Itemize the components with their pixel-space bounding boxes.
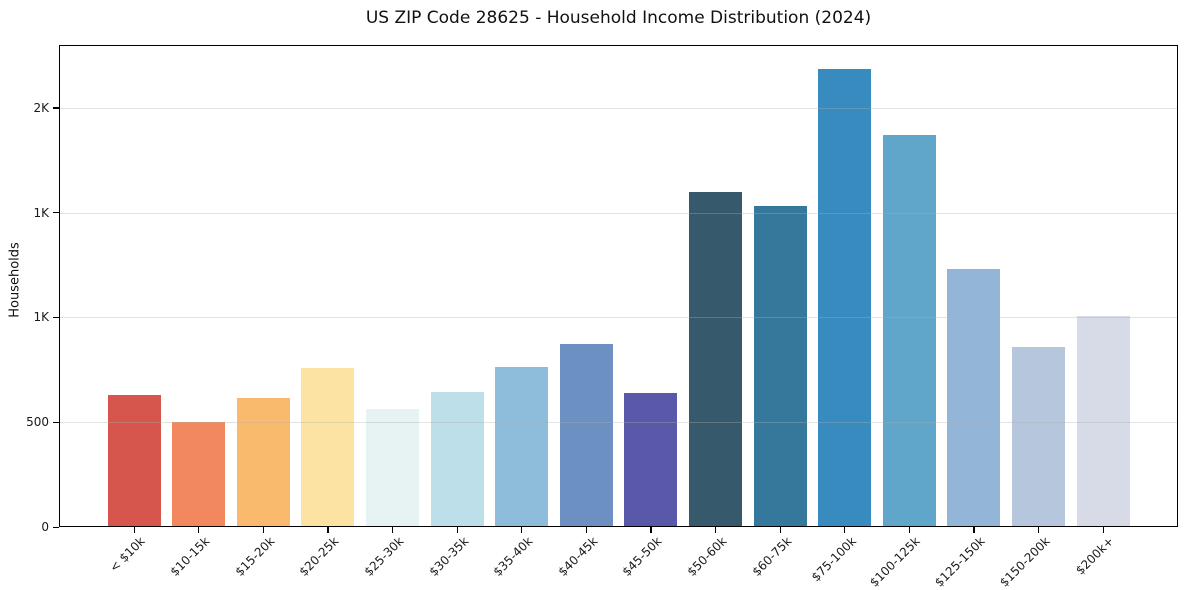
- x-tick-mark: [650, 527, 652, 533]
- bar-$75-100k: [818, 69, 872, 527]
- x-tick-mark: [844, 527, 846, 533]
- x-tick-mark: [973, 527, 975, 533]
- bar-$15-20k: [236, 398, 290, 527]
- bar-$60-75k: [753, 206, 807, 527]
- bar-$20-25k: [301, 367, 355, 527]
- x-tick-label-text: $30-35k: [426, 534, 471, 579]
- x-tick-label-text: $25-30k: [361, 534, 407, 579]
- y-axis-label: Households: [7, 242, 23, 318]
- bar-$35-40k: [495, 366, 549, 527]
- x-tick-label-text: $50-60k: [684, 534, 730, 579]
- x-tick-mark: [779, 527, 781, 533]
- x-tick-mark: [1037, 527, 1040, 533]
- y-tick-mark: [53, 107, 59, 109]
- x-tick-mark: [521, 527, 523, 533]
- x-tick-label-text: < $10k: [107, 534, 148, 575]
- y-tick-label: 1K: [33, 205, 49, 220]
- x-tick-label-text: $20-25k: [296, 534, 342, 579]
- x-tick-mark: [391, 527, 394, 533]
- x-tick-mark: [908, 527, 910, 533]
- x-tick-label-text: $200k+: [1073, 534, 1117, 578]
- x-tick-label-text: $100-125k: [867, 534, 924, 590]
- bar-< $10k: [107, 394, 161, 527]
- x-tick-mark: [133, 527, 135, 533]
- gridline: [59, 107, 1178, 109]
- gridline: [59, 317, 1178, 319]
- x-tick-label-text: $125-150k: [932, 534, 988, 590]
- gridline: [59, 422, 1178, 424]
- x-tick-label-text: $60-75k: [749, 534, 794, 579]
- x-tick-label-text: $150-200k: [996, 534, 1053, 590]
- x-tick-mark: [327, 527, 329, 533]
- bar-$30-35k: [430, 391, 484, 527]
- y-tick-label: 0: [41, 520, 49, 534]
- bar-$150-200k: [1011, 346, 1065, 527]
- bar-$100-125k: [882, 135, 936, 527]
- chart-title: US ZIP Code 28625 - Household Income Dis…: [365, 8, 872, 28]
- x-tick-mark: [585, 527, 587, 533]
- y-tick-label: 1K: [33, 310, 49, 325]
- y-tick-mark: [53, 212, 59, 214]
- bar-$40-45k: [559, 343, 613, 527]
- y-tick-mark: [53, 421, 59, 423]
- plot-area: [59, 45, 1178, 527]
- x-tick-mark: [456, 527, 458, 533]
- bar-$125-150k: [947, 269, 1001, 527]
- x-tick-label-text: $35-40k: [490, 534, 536, 579]
- y-tick-mark: [53, 316, 59, 319]
- bar-$45-50k: [624, 392, 678, 527]
- x-tick-mark: [1102, 527, 1104, 533]
- x-tick-label-text: $75-100k: [808, 534, 859, 585]
- x-tick-label-text: $45-50k: [619, 534, 665, 579]
- x-tick-label-text: $15-20k: [232, 534, 278, 579]
- gridline: [59, 212, 1178, 214]
- y-tick-mark: [53, 526, 59, 528]
- x-tick-label-text: $40-45k: [555, 534, 601, 579]
- bar-$50-60k: [688, 191, 742, 527]
- x-tick-mark: [198, 527, 200, 533]
- x-tick-mark: [714, 527, 717, 533]
- x-tick-mark: [262, 527, 264, 533]
- y-tick-label: 2K: [33, 100, 49, 115]
- bar-$10-15k: [172, 422, 226, 527]
- y-tick-label: 500: [26, 415, 49, 430]
- x-tick-label-text: $10-15k: [167, 534, 213, 579]
- bar-$200k+: [1076, 316, 1130, 527]
- bar-$25-30k: [365, 408, 419, 527]
